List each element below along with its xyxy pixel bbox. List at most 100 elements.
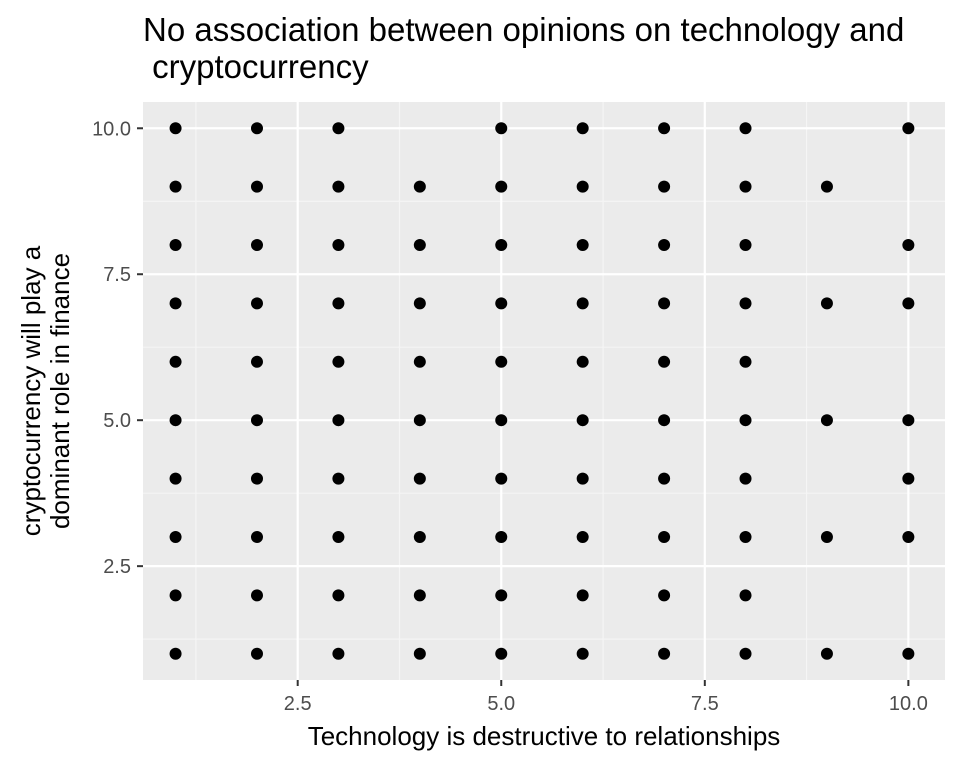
- data-point: [169, 414, 182, 427]
- plot-panel: [143, 102, 945, 680]
- data-point: [250, 647, 263, 660]
- data-point: [658, 589, 671, 602]
- data-point: [413, 647, 426, 660]
- data-point: [658, 297, 671, 310]
- data-point: [739, 530, 752, 543]
- data-point: [169, 472, 182, 485]
- data-point: [902, 414, 915, 427]
- data-point: [658, 647, 671, 660]
- data-point: [332, 530, 345, 543]
- major-gridlines: [143, 102, 945, 680]
- data-point: [413, 414, 426, 427]
- data-point: [820, 530, 833, 543]
- data-point: [902, 530, 915, 543]
- y-tick-label: 10.0: [92, 118, 131, 140]
- data-point: [820, 297, 833, 310]
- data-point: [658, 472, 671, 485]
- data-point: [250, 355, 263, 368]
- y-axis-title-line-2: dominant role in finance: [45, 253, 75, 529]
- data-point: [902, 647, 915, 660]
- data-point: [332, 589, 345, 602]
- data-point: [576, 530, 589, 543]
- data-point: [576, 180, 589, 193]
- data-point: [413, 180, 426, 193]
- chart-title-line-1: No association between opinions on techn…: [143, 11, 904, 48]
- data-point: [332, 355, 345, 368]
- data-point: [250, 530, 263, 543]
- y-tick-label: 5.0: [103, 410, 131, 432]
- data-point: [169, 180, 182, 193]
- data-point: [495, 180, 508, 193]
- data-point: [413, 472, 426, 485]
- data-point: [576, 589, 589, 602]
- data-point: [413, 589, 426, 602]
- data-point: [495, 414, 508, 427]
- data-point: [739, 647, 752, 660]
- data-point: [169, 122, 182, 135]
- data-point: [332, 122, 345, 135]
- data-point: [495, 647, 508, 660]
- data-point: [739, 355, 752, 368]
- minor-gridlines: [143, 102, 945, 680]
- data-point: [332, 472, 345, 485]
- data-point: [658, 530, 671, 543]
- data-point: [169, 297, 182, 310]
- data-point: [332, 414, 345, 427]
- x-tick-label: 5.0: [487, 693, 515, 715]
- data-point: [169, 355, 182, 368]
- data-point: [413, 355, 426, 368]
- axis-ticks: 2.5 5.0 7.5 10.0 2.5 5.0 7.5 10.0: [92, 118, 928, 715]
- data-point: [576, 472, 589, 485]
- data-point: [576, 355, 589, 368]
- data-point: [902, 472, 915, 485]
- data-point: [250, 239, 263, 252]
- data-point: [902, 122, 915, 135]
- data-point: [820, 414, 833, 427]
- data-point: [495, 239, 508, 252]
- data-point: [658, 122, 671, 135]
- data-point: [739, 414, 752, 427]
- data-point: [576, 122, 589, 135]
- data-point: [739, 122, 752, 135]
- data-point: [413, 239, 426, 252]
- data-point: [495, 122, 508, 135]
- data-point: [576, 297, 589, 310]
- data-point: [495, 355, 508, 368]
- data-point: [332, 647, 345, 660]
- data-point: [658, 239, 671, 252]
- data-point: [250, 589, 263, 602]
- data-point: [820, 180, 833, 193]
- data-point: [413, 530, 426, 543]
- data-point: [169, 239, 182, 252]
- data-point: [658, 414, 671, 427]
- data-point: [495, 589, 508, 602]
- data-points: [169, 122, 915, 660]
- chart-title-line-2: cryptocurrency: [143, 48, 369, 85]
- y-axis-title-line-1: cryptocurrency will play a: [16, 245, 46, 536]
- data-point: [739, 472, 752, 485]
- data-point: [169, 589, 182, 602]
- data-point: [169, 530, 182, 543]
- data-point: [250, 472, 263, 485]
- x-tick-label: 10.0: [889, 693, 928, 715]
- data-point: [739, 589, 752, 602]
- x-tick-label: 7.5: [691, 693, 719, 715]
- data-point: [576, 414, 589, 427]
- x-tick-label: 2.5: [284, 693, 312, 715]
- y-tick-label: 2.5: [103, 556, 131, 578]
- data-point: [495, 297, 508, 310]
- data-point: [413, 297, 426, 310]
- data-point: [820, 647, 833, 660]
- data-point: [739, 297, 752, 310]
- data-point: [495, 472, 508, 485]
- data-point: [332, 239, 345, 252]
- data-point: [739, 239, 752, 252]
- x-axis-title: Technology is destructive to relationshi…: [308, 721, 781, 751]
- data-point: [658, 355, 671, 368]
- data-point: [902, 239, 915, 252]
- y-tick-label: 7.5: [103, 264, 131, 286]
- data-point: [250, 414, 263, 427]
- data-point: [576, 647, 589, 660]
- data-point: [250, 297, 263, 310]
